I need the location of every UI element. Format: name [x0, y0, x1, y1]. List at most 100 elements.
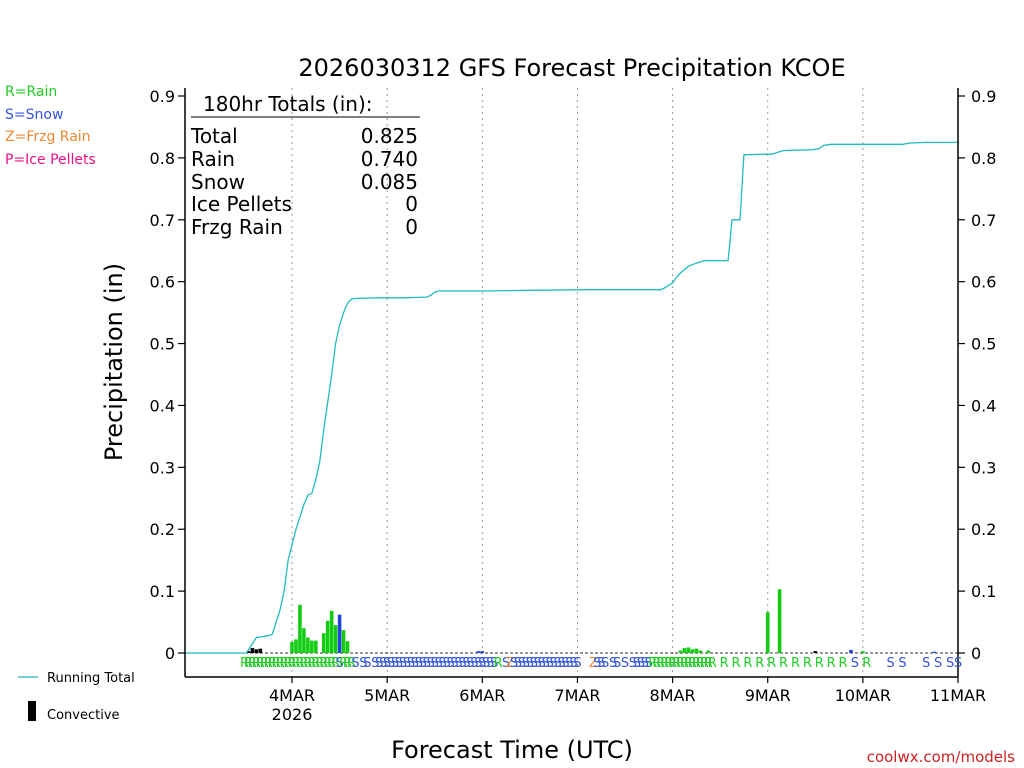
- ptype-marker-S: S: [383, 656, 391, 671]
- totals-label-total: Total: [190, 124, 238, 148]
- y-tick-label-right: 0.3: [971, 458, 996, 477]
- ptype-marker-R: R: [708, 656, 717, 671]
- y-tick-label-left: 0.6: [150, 273, 175, 292]
- y-tick-label-right: 0.7: [971, 211, 996, 230]
- y-tick-label-left: 0.1: [150, 582, 175, 601]
- ptype-marker-S: S: [954, 656, 962, 671]
- precip-bar-rain: [302, 628, 306, 653]
- ptype-marker-R: R: [660, 656, 669, 671]
- ptype-marker-S: S: [573, 656, 581, 671]
- precip-bar-rain: [686, 647, 691, 653]
- precip-bar-rain: [345, 641, 350, 653]
- ptype-marker-S: S: [550, 656, 558, 671]
- precip-bar-rain: [329, 610, 334, 653]
- ptype-marker-R: R: [688, 656, 697, 671]
- ptype-marker-S: S: [442, 656, 450, 671]
- precip-bar-rain: [321, 633, 326, 653]
- y-tick-label-left: 0: [165, 644, 175, 663]
- precip-bar-rain: [765, 612, 770, 653]
- y-tick-label-right: 0.9: [971, 87, 996, 106]
- ptype-marker-S: S: [351, 656, 359, 671]
- totals-label-rain: Rain: [191, 147, 235, 171]
- ptype-marker-S: S: [629, 656, 637, 671]
- totals-box: 180hr Totals (in): Total 0.825 Rain 0.74…: [190, 92, 420, 239]
- ptype-marker-R: R: [743, 656, 752, 671]
- ptype-marker-S: S: [395, 656, 403, 671]
- ptype-marker-R: R: [696, 656, 705, 671]
- ptype-marker-S: S: [851, 656, 859, 671]
- precip-bar-snow: [480, 651, 485, 653]
- precip-bar-rain: [310, 640, 314, 653]
- precip-bar-rain: [341, 630, 346, 653]
- ptype-marker-R: R: [303, 656, 312, 671]
- series-legend: Running Total Convective: [18, 671, 135, 723]
- ptype-marker-R: R: [720, 656, 729, 671]
- ptype-marker-S: S: [922, 656, 930, 671]
- ptype-marker-S: S: [597, 656, 605, 671]
- ptype-marker-S: S: [633, 656, 641, 671]
- ptype-marker-S: S: [637, 656, 645, 671]
- ptype-marker-S: S: [458, 656, 466, 671]
- y-tick-label-left: 0.9: [150, 87, 175, 106]
- ptype-marker-S: S: [446, 656, 454, 671]
- precip-bar-snow: [849, 649, 853, 653]
- totals-value-snow: 0.085: [361, 170, 418, 194]
- precip-bar-snow: [932, 651, 936, 653]
- ptype-marker-S: S: [946, 656, 954, 671]
- ptype-marker-R: R: [827, 656, 836, 671]
- ptype-marker-R: R: [676, 656, 685, 671]
- ptype-marker-S: S: [530, 656, 538, 671]
- ptype-marker-S: S: [553, 656, 561, 671]
- ptype-marker-S: S: [403, 656, 411, 671]
- legend-ice-pellets: P=Ice Pellets: [5, 152, 96, 168]
- y-tick-label-left: 0.2: [150, 520, 175, 539]
- y-tick-label-right: 0.5: [971, 335, 996, 354]
- legend-snow: S=Snow: [5, 107, 63, 123]
- running-total-legend: Running Total: [47, 671, 135, 686]
- ptype-marker-S: S: [621, 656, 629, 671]
- totals-value-total: 0.825: [361, 124, 418, 148]
- ptype-marker-R: R: [839, 656, 848, 671]
- ptype-marker-R: R: [791, 656, 800, 671]
- ptype-marker-S: S: [510, 656, 518, 671]
- totals-value-ice-pellets: 0: [405, 192, 418, 216]
- ptype-marker-S: S: [423, 656, 431, 671]
- ptype-marker-R: R: [656, 656, 665, 671]
- ptype-marker-S: S: [526, 656, 534, 671]
- ptype-marker-R: R: [248, 656, 257, 671]
- ptype-marker-S: S: [561, 656, 569, 671]
- precip-bar-snow: [476, 651, 481, 653]
- ptype-marker-R: R: [343, 656, 352, 671]
- ptype-marker-R: R: [240, 656, 249, 671]
- ptype-marker-R: R: [862, 656, 871, 671]
- ptype-marker-R: R: [664, 656, 673, 671]
- ptype-marker-R: R: [704, 656, 713, 671]
- convective-swatch: [28, 701, 36, 721]
- y-axis-label: Precipitation (in): [100, 263, 128, 461]
- ptype-marker-Z: Z: [506, 656, 515, 671]
- ptype-marker-S: S: [431, 656, 439, 671]
- x-axis-label: Forecast Time (UTC): [391, 736, 633, 764]
- precip-bar-rain: [694, 648, 699, 653]
- precip-bar-rain: [314, 640, 318, 653]
- ptype-marker-S: S: [502, 656, 510, 671]
- x-tick-label: 6MAR: [459, 686, 505, 705]
- ptype-marker-R: R: [319, 656, 328, 671]
- ptype-marker-S: S: [557, 656, 565, 671]
- ptype-marker-R: R: [268, 656, 277, 671]
- x-tick-sublabel: 2026: [272, 705, 313, 724]
- y-tick-label-right: 0.2: [971, 520, 996, 539]
- ptype-marker-R: R: [264, 656, 273, 671]
- ptype-marker-R: R: [311, 656, 320, 671]
- ptype-marker-S: S: [609, 656, 617, 671]
- axes-layer: 0 00.1 0.10.2 0.20.3 0.30.4 0.40.5 0.50.6 0.60.…: [150, 87, 997, 724]
- ptype-marker-S: S: [427, 656, 435, 671]
- ptype-marker-R: R: [299, 656, 308, 671]
- ptype-marker-Z: Z: [589, 656, 598, 671]
- precip-bar-rain: [306, 637, 310, 653]
- y-tick-label-left: 0.4: [150, 396, 175, 415]
- y-tick-label-left: 0.7: [150, 211, 175, 230]
- grid-layer: [185, 88, 958, 677]
- ptype-marker-S: S: [613, 656, 621, 671]
- ptype-marker-S: S: [435, 656, 443, 671]
